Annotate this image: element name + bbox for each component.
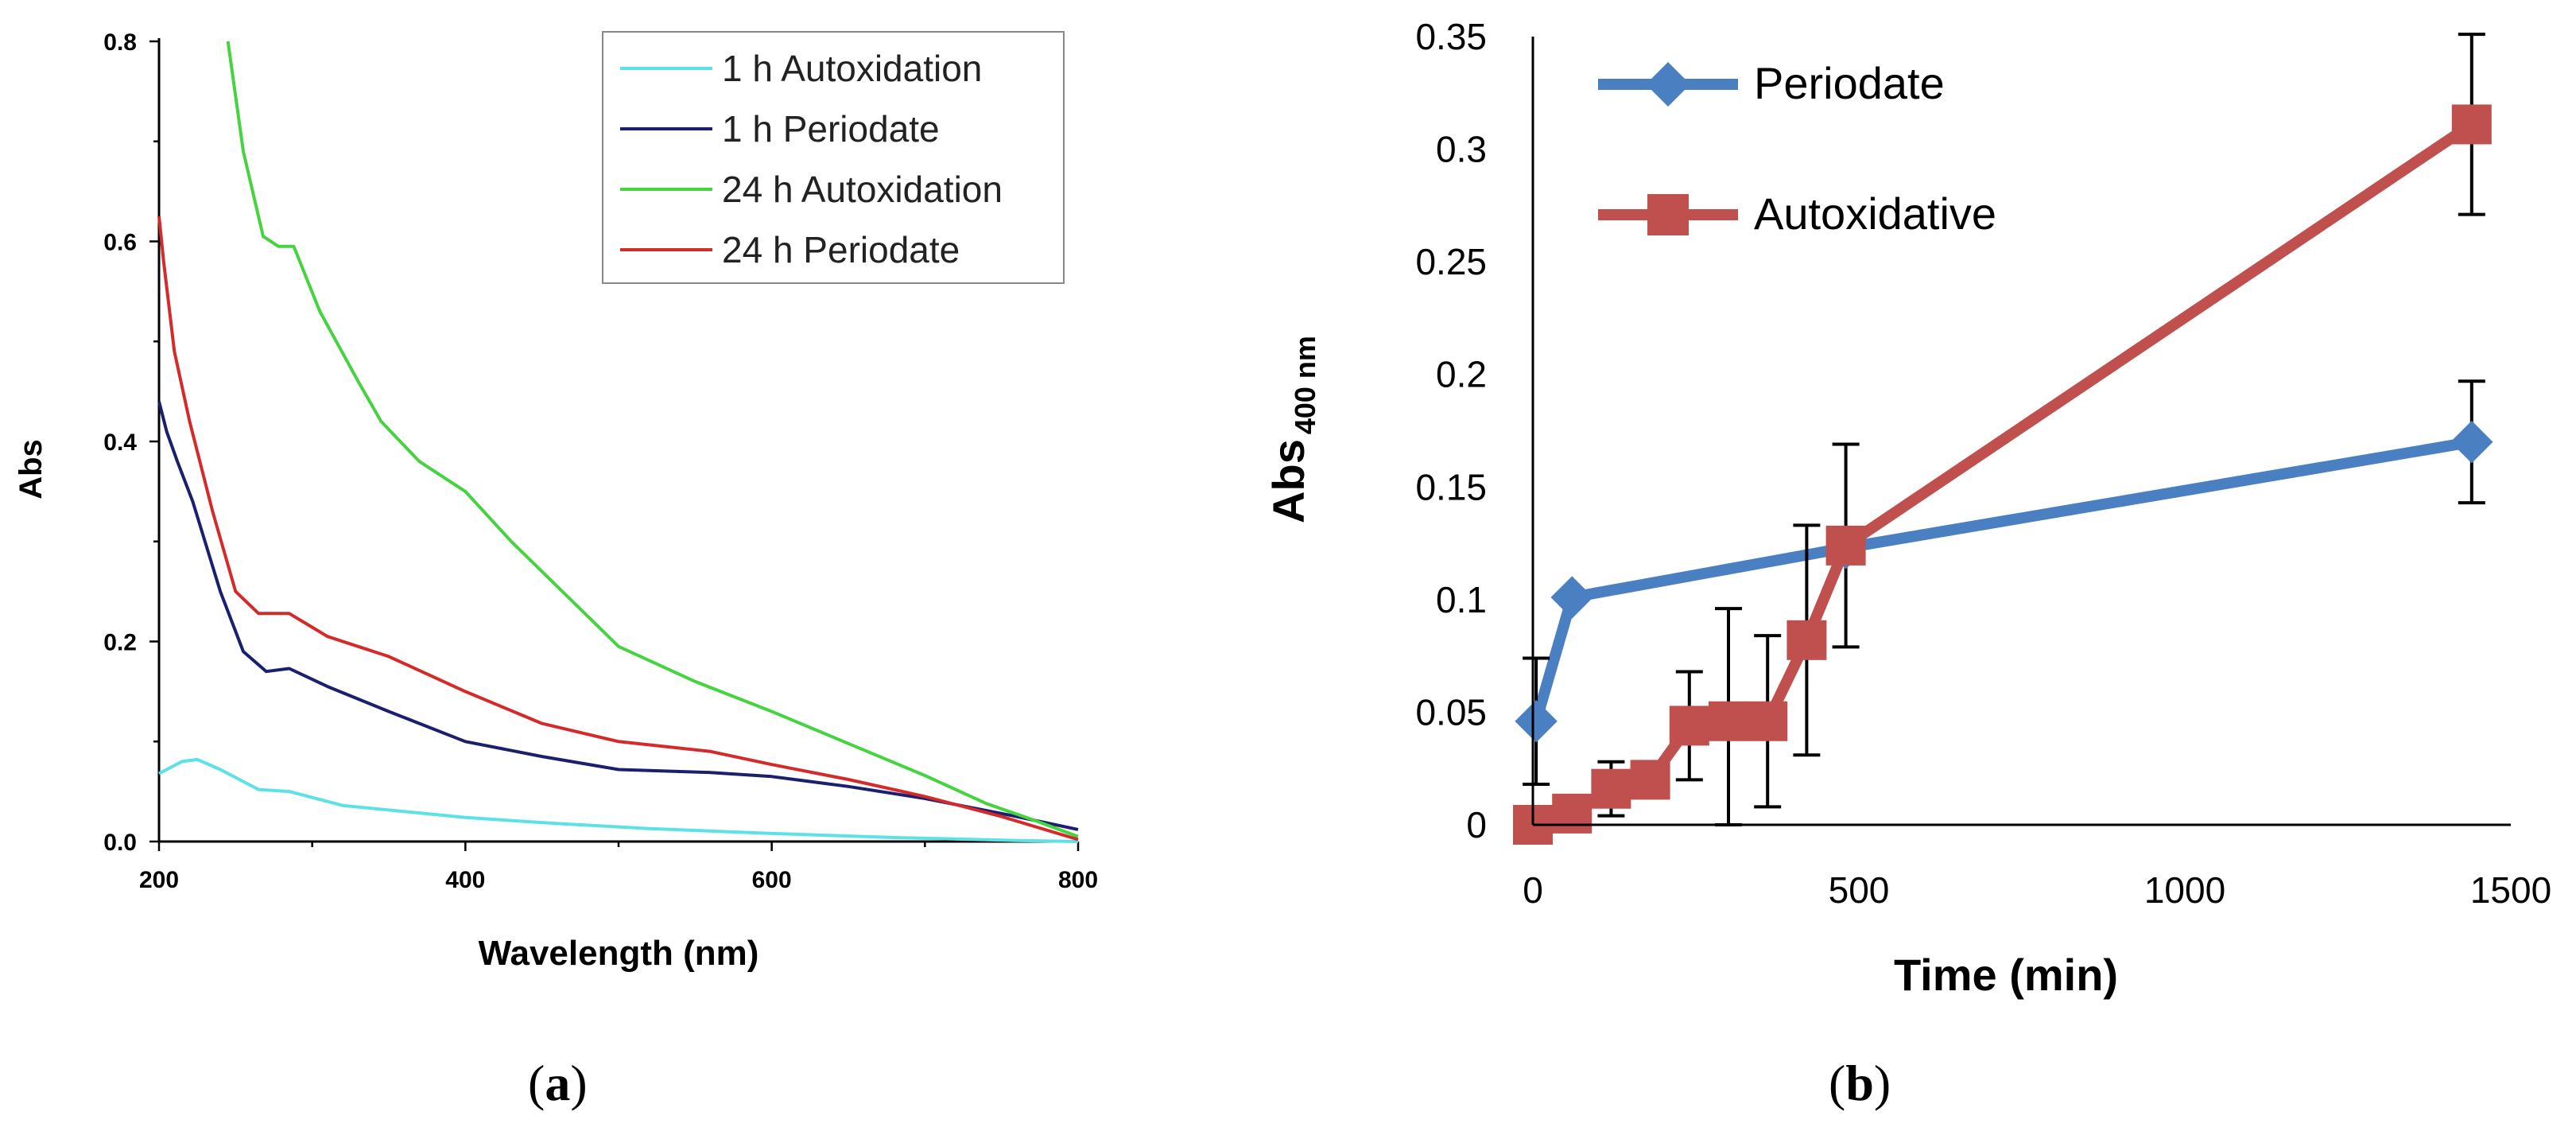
chart-b-point: [1709, 701, 1748, 741]
chart-b-legend-label: Autoxidative: [1754, 189, 1996, 239]
chart-b-y-label: Abs 400 nm: [1263, 336, 1321, 523]
chart-a-y-tick-label: 0.4: [103, 430, 137, 456]
chart-b-x-tick-label: 500: [1829, 869, 1890, 911]
chart-b-y-tick-label: 0.25: [1415, 241, 1487, 282]
chart-a-y-tick-label: 0.2: [103, 630, 137, 656]
chart-a-x-label: Wavelength (nm): [479, 934, 759, 973]
chart-b-y-tick-label: 0.05: [1415, 691, 1487, 733]
chart-a-legend-label: 24 h Autoxidation: [722, 169, 1003, 210]
chart-a-y-tick-label: 0.6: [103, 230, 137, 256]
chart-b-point: [2451, 104, 2492, 145]
chart-b-series-line: [1530, 436, 2473, 723]
chart-b-legend-marker: [1647, 194, 1689, 235]
chart-b-y-label-main: Abs: [1263, 439, 1313, 523]
chart-a-series-line: [157, 216, 1079, 842]
chart-a: 0.0 0.2 0.4 0.6 0.8 200 400 600 800 Wavelength (n…: [14, 29, 1098, 973]
chart-b-point: [1515, 700, 1558, 743]
chart-a-series-line: [157, 401, 1079, 831]
chart-a-x-tick-label: 400: [445, 867, 485, 893]
chart-a-series-line: [226, 41, 1079, 838]
chart-b-point: [1591, 768, 1631, 809]
chart-a-y-label: Abs: [14, 439, 48, 500]
chart-b-y-label-sub: 400 nm: [1289, 336, 1321, 434]
chart-a-legend: [602, 31, 1065, 284]
chart-b-point: [1669, 706, 1709, 746]
chart-b-legend-marker: [1646, 62, 1690, 107]
chart-a-x-tick-label: 800: [1058, 867, 1098, 893]
chart-a-x-tick-label: 200: [139, 867, 179, 893]
panel-b-label: (b): [1829, 1055, 1891, 1111]
chart-b-x-tick-label: 1500: [2470, 869, 2551, 911]
chart-b-x-tick-label: 0: [1523, 869, 1543, 911]
chart-a-y-tick-label: 0.8: [103, 29, 137, 56]
chart-b-point: [2450, 420, 2493, 464]
chart-b-y-tick-label: 0: [1466, 804, 1487, 846]
chart-b-y-tick-label: 0.15: [1415, 466, 1487, 507]
chart-b-x-tick-label: 1000: [2144, 869, 2225, 911]
chart-a-x-tick-label: 600: [752, 867, 792, 893]
chart-a-legend-label: 1 h Autoxidation: [722, 48, 982, 89]
chart-a-legend-label: 24 h Periodate: [722, 229, 960, 270]
chart-a-y-tick-label: 0.0: [103, 830, 137, 856]
chart-b-point: [1552, 793, 1593, 834]
chart-b-point: [1787, 620, 1827, 660]
chart-b: 0 0.05 0.1 0.15 0.2 0.25 0.3 0.35 0 500 1000 1500 Ti…: [1263, 16, 2551, 1000]
chart-b-y-tick-label: 0.2: [1436, 354, 1487, 395]
panel-a-label: (a): [528, 1055, 588, 1111]
chart-b-x-label: Time (min): [1894, 950, 2118, 1000]
chart-b-legend-label: Periodate: [1754, 58, 1945, 108]
chart-b-y-tick-label: 0.35: [1415, 16, 1487, 57]
chart-b-point: [1748, 701, 1788, 741]
chart-b-y-tick-label: 0.1: [1436, 579, 1487, 620]
chart-b-point: [1825, 525, 1866, 566]
chart-b-point: [1630, 760, 1670, 800]
chart-a-series-line: [158, 757, 1079, 843]
chart-b-point: [1550, 576, 1593, 619]
chart-b-y-tick-label: 0.3: [1436, 129, 1487, 170]
chart-a-legend-label: 1 h Periodate: [722, 108, 940, 150]
